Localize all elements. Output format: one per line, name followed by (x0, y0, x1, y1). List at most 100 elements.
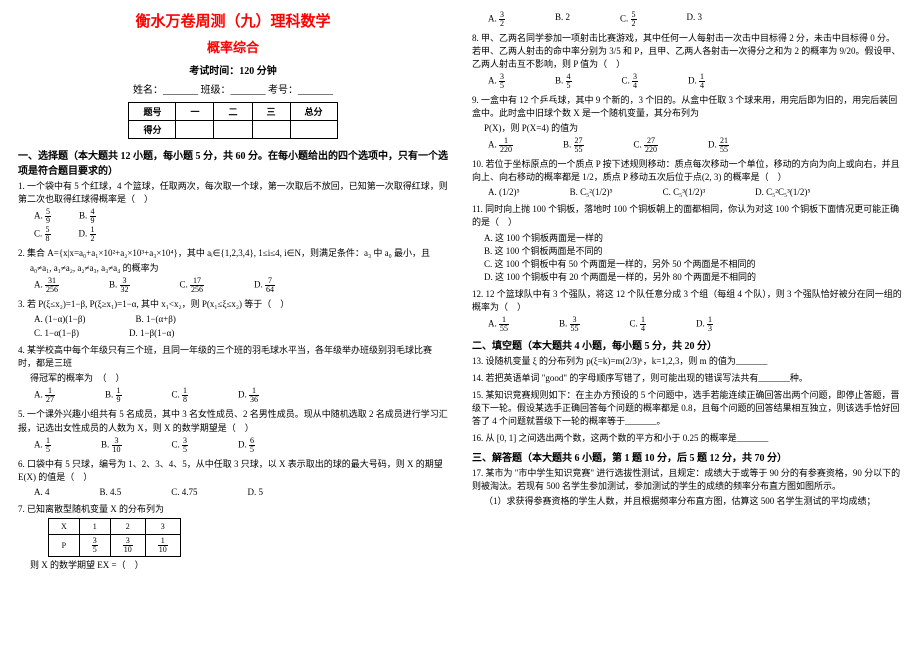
q10-C: C. C₅³(1/2)³ (663, 186, 706, 199)
q7-A: A. 32 (488, 11, 505, 28)
q17-text: 17. 某市为 "市中学生知识竞赛" 进行选拔性测试，且规定：成绩大于或等于 9… (472, 467, 902, 493)
section-2-head: 二、填空题（本大题共 4 小题，每小题 5 分，共 20 分） (472, 337, 902, 352)
q8: 8. 甲、乙两名同学参加一项射击比赛游戏，其中任何一人每射击一次击中目标得 2 … (472, 32, 902, 90)
q7-r2c3: 110 (145, 535, 180, 557)
q11-text: 11. 同时向上抛 100 个铜板，落地时 100 个铜板朝上的面都相同，你认为… (472, 203, 902, 229)
q2-text: 2. 集合 A={x|x=a₀+a₁×10²+a₂×10³+a₃×10⁴}，其中… (18, 247, 448, 260)
q9: 9. 一盒中有 12 个乒乓球，其中 9 个新的，3 个旧的。从盒中任取 3 个… (472, 94, 902, 154)
q7-C: C. 52 (620, 11, 637, 28)
q3-text: 3. 若 P(ξ≤x₂)=1−β, P(ξ≥x₁)=1−α, 其中 x₁<x₂，… (18, 298, 448, 311)
title-main: 衡水万卷周测（九）理科数学 (18, 10, 448, 31)
q15: 15. 某知识竞赛规则如下：在主办方预设的 5 个问题中，选手若能连续正确回答出… (472, 389, 902, 428)
q12-text: 12. 12 个篮球队中有 3 个强队，将这 12 个队任意分成 3 个组（每组… (472, 288, 902, 314)
q8-D: D. 14 (688, 73, 705, 90)
info-line: 姓名：_______ 班级：_______ 考号：_______ (18, 81, 448, 96)
td-score: 得分 (129, 121, 176, 139)
q6-A: A. 4 (34, 486, 50, 499)
q7-B: B. 2 (555, 11, 570, 28)
q7-r1c0: X (49, 518, 80, 535)
q7-r2c0: P (49, 535, 80, 557)
q3-D: D. 1−β(1−α) (129, 327, 174, 340)
q3-row2: C. 1−α(1−β) D. 1−β(1−α) (34, 327, 448, 340)
th-1: 一 (176, 103, 214, 121)
q5-D: D. 65 (238, 437, 255, 454)
q7: 7. 已知离散型随机变量 X 的分布列为 X 1 2 3 P 35 310 11… (18, 503, 448, 573)
q10: 10. 若位于坐标原点的一个质点 P 按下述规则移动：质点每次移动一个单位，移动… (472, 158, 902, 199)
title-sub: 概率综合 (18, 37, 448, 56)
q11-C: C. 这 100 个铜板中有 50 个两面是一样的，另外 50 个两面是不相同的 (484, 258, 902, 271)
q1-A: A. 59 (34, 208, 51, 225)
q8-B: B. 45 (555, 73, 572, 90)
q9-text2: P(X)，则 P(X=4) 的值为 (484, 122, 902, 135)
q1-text: 1. 一个袋中有 5 个红球，4 个篮球，任取两次，每次取一个球，第一次取后不放… (18, 180, 448, 206)
q5-C: C. 35 (172, 437, 189, 454)
q9-opts: A. 1220 B. 2755 C. 27220 D. 2155 (488, 137, 902, 154)
q9-C: C. 27220 (634, 137, 659, 154)
q9-A: A. 1220 (488, 137, 513, 154)
q4: 4. 某学校高中每个年级只有三个班，且同一年级的三个班的羽毛球水平当，各年级举办… (18, 344, 448, 404)
q1-D: D. 12 (79, 226, 96, 243)
q7-table: X 1 2 3 P 35 310 110 (48, 518, 181, 558)
q12-C: C. 14 (630, 316, 647, 333)
q10-A: A. (1/2)⁵ (488, 186, 520, 199)
q3-A: A. (1−α)(1−β) (34, 313, 85, 326)
q7-opts: A. 32 B. 2 C. 52 D. 3 (488, 11, 902, 28)
q7-r2c2: 310 (110, 535, 145, 557)
q6-opts: A. 4 B. 4.5 C. 4.75 D. 5 (34, 486, 448, 499)
q7-r2c1: 35 (79, 535, 110, 557)
q9-B: B. 2755 (563, 137, 584, 154)
q3-C: C. 1−α(1−β) (34, 327, 79, 340)
q2-opts: A. 31256 B. 332 C. 17256 D. 764 (34, 277, 448, 294)
q10-D: D. C₅²C₅³(1/2)⁵ (755, 186, 810, 199)
q1-C: C. 58 (34, 226, 51, 243)
q7-r1c1: 1 (79, 518, 110, 535)
q2-A: A. 31256 (34, 277, 59, 294)
q4-A: A. 127 (34, 387, 55, 404)
q8-C: C. 34 (622, 73, 639, 90)
q10-opts: A. (1/2)⁵ B. C₅²(1/2)⁵ C. C₅³(1/2)³ D. C… (488, 186, 902, 199)
q3: 3. 若 P(ξ≤x₂)=1−β, P(ξ≥x₁)=1−α, 其中 x₁<x₂，… (18, 298, 448, 340)
q5-text: 5. 一个课外兴趣小组共有 5 名成员，其中 3 名女性成员、2 名男性成员。现… (18, 408, 448, 434)
q1-row2: C. 58 D. 12 (34, 226, 448, 243)
q16: 16. 从 [0, 1] 之间选出两个数，这两个数的平方和小于 0.25 的概率… (472, 432, 902, 445)
q4-text: 4. 某学校高中每个年级只有三个班，且同一年级的三个班的羽毛球水平当，各年级举办… (18, 344, 448, 370)
q12: 12. 12 个篮球队中有 3 个强队，将这 12 个队任意分成 3 个组（每组… (472, 288, 902, 333)
q11-B: B. 这 100 个铜板两面是不同的 (484, 245, 902, 258)
q5-opts: A. 15 B. 310 C. 35 D. 65 (34, 437, 448, 454)
q5: 5. 一个课外兴趣小组共有 5 名成员，其中 3 名女性成员、2 名男性成员。现… (18, 408, 448, 453)
left-column: 衡水万卷周测（九）理科数学 概率综合 考试时间：120 分钟 姓名：______… (18, 10, 448, 641)
exam-time: 考试时间：120 分钟 (18, 62, 448, 77)
q14: 14. 若把英语单词 "good" 的字母顺序写错了，则可能出现的错误写法共有_… (472, 372, 902, 385)
q2-text2: a₀≠a₁, a₁≠a₂, a₂≠a₃, a₃≠a₄ 的概率为 (30, 262, 448, 275)
q9-text: 9. 一盒中有 12 个乒乓球，其中 9 个新的，3 个旧的。从盒中任取 3 个… (472, 94, 902, 120)
q6-B: B. 4.5 (100, 486, 122, 499)
q9-D: D. 2155 (708, 137, 729, 154)
td-b1 (176, 121, 214, 139)
q2: 2. 集合 A={x|x=a₀+a₁×10²+a₂×10³+a₃×10⁴}，其中… (18, 247, 448, 294)
q5-A: A. 15 (34, 437, 51, 454)
q7-r1c2: 2 (110, 518, 145, 535)
q7-r1c3: 3 (145, 518, 180, 535)
q17b-text: （1）求获得参赛资格的学生人数，并且根据频率分布直方图，估算这 500 名学生测… (484, 495, 902, 508)
q2-D: D. 764 (254, 277, 275, 294)
q4-C: C. 18 (172, 387, 189, 404)
q1: 1. 一个袋中有 5 个红球，4 个篮球，任取两次，每次取一个球，第一次取后不放… (18, 180, 448, 243)
q8-A: A. 35 (488, 73, 505, 90)
right-column: A. 32 B. 2 C. 52 D. 3 8. 甲、乙两名同学参加一项射击比赛… (472, 10, 902, 641)
q7-D: D. 3 (687, 11, 703, 28)
q8-opts: A. 35 B. 45 C. 34 D. 14 (488, 73, 902, 90)
score-table: 题号 一 二 三 总分 得分 (128, 102, 337, 139)
td-b4 (290, 121, 337, 139)
q7-opts-row: A. 32 B. 2 C. 52 D. 3 (472, 11, 902, 28)
q11-D: D. 这 100 个铜板中有 20 个两面是一样的，另外 80 个两面是不相同的 (484, 271, 902, 284)
th-2: 二 (214, 103, 252, 121)
section-3-head: 三、解答题（本大题共 6 小题，第 1 题 10 分，后 5 题 12 分，共 … (472, 449, 902, 464)
q8-text: 8. 甲、乙两名同学参加一项射击比赛游戏，其中任何一人每射击一次击中目标得 2 … (472, 32, 902, 71)
q2-B: B. 332 (109, 277, 130, 294)
q13: 13. 设随机变量 ξ 的分布列为 p(ξ=k)=m(2/3)ᵏ，k=1,2,3… (472, 355, 902, 368)
q6-C: C. 4.75 (171, 486, 197, 499)
th-num: 题号 (129, 103, 176, 121)
q17: 17. 某市为 "市中学生知识竞赛" 进行选拔性测试，且规定：成绩大于或等于 9… (472, 467, 902, 508)
q3-B: B. 1−(α+β) (135, 313, 175, 326)
q7-text2: 则 X 的数学期望 EX =（ ） (30, 559, 448, 572)
